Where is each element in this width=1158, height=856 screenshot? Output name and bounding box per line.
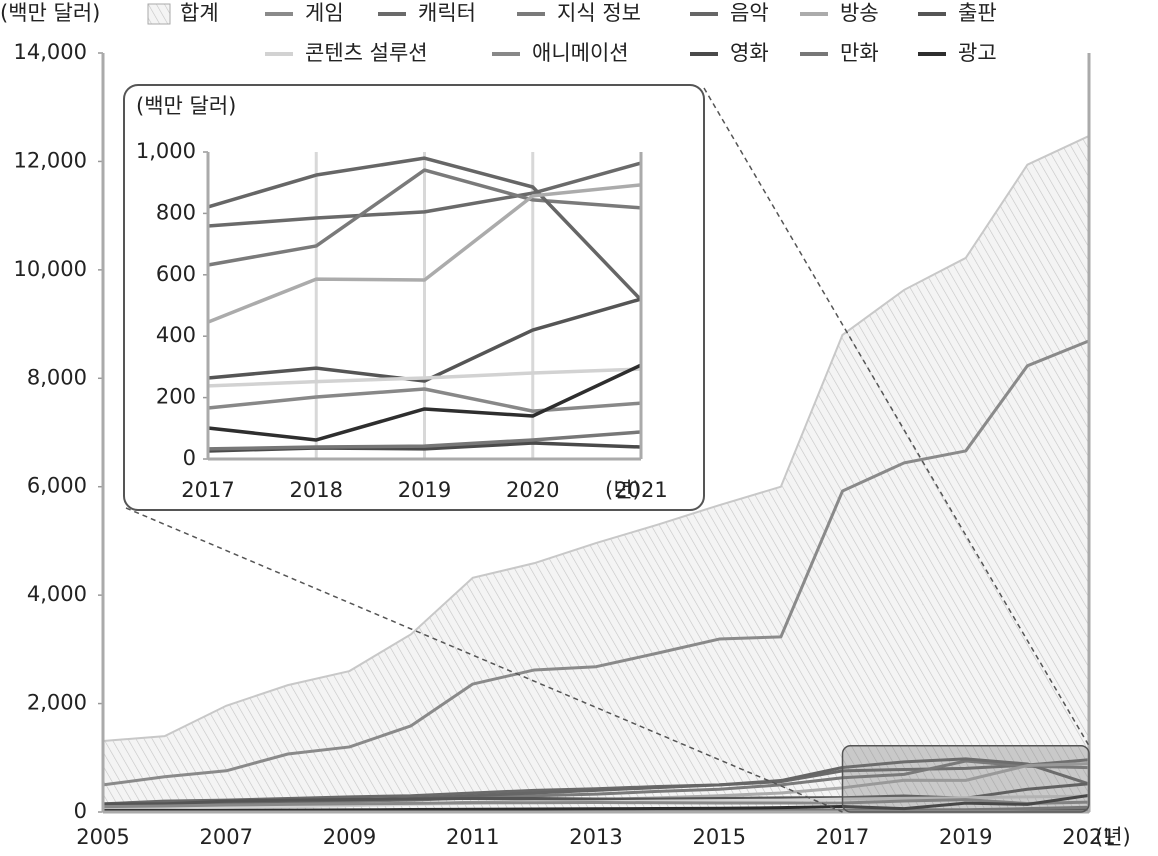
legend-label: 캐릭터 [418,1,476,25]
legend-label: 방송 [840,1,879,25]
y-axis-label: (백만 달러) [136,94,236,118]
x-tick-label: 2015 [693,825,746,849]
y-tick-label: 400 [156,323,196,347]
y-tick-label: 600 [156,262,196,286]
y-tick-label: 6,000 [27,474,87,498]
y-tick-label: 800 [156,200,196,224]
line [102,339,1090,787]
area [102,134,1090,813]
x-tick-label: 2020 [506,478,559,502]
line [207,168,642,267]
legend-label: 애니메이션 [532,41,629,65]
line [207,156,643,302]
legend-label: 음악 [730,1,769,25]
zoom-region [841,745,1090,813]
line [207,183,642,324]
line [207,363,642,442]
x-tick-label: 2009 [323,825,376,849]
line [207,387,642,413]
x-tick-label: 2005 [76,825,129,849]
x-tick-label: 2007 [200,825,253,849]
line [207,161,642,228]
x-tick-label: 2017 [816,825,869,849]
y-tick-label: 4,000 [27,582,87,606]
line [207,367,642,388]
y-tick-label: 12,000 [14,148,87,172]
x-tick-label: 2021 [1062,825,1115,849]
line [102,793,1090,813]
line [207,297,642,383]
connector [703,87,1090,747]
x-tick-label: 2019 [398,478,451,502]
x-tick-label: 2018 [290,478,343,502]
legend-label: 광고 [958,41,997,65]
y-tick-label: 0 [74,799,87,823]
y-tick-label: 1,000 [136,139,196,163]
connector [125,507,843,813]
x-tick-label: 2011 [446,825,499,849]
legend-label: 합계 [180,1,219,25]
legend-label: 영화 [730,41,769,65]
legend-label: 만화 [840,41,879,65]
y-tick-label: 200 [156,385,196,409]
x-tick-label: 2019 [939,825,992,849]
line [207,430,642,451]
y-tick-label: 8,000 [27,365,87,389]
y-tick-label: 2,000 [27,691,87,715]
x-tick-label: 2017 [181,478,234,502]
y-tick-label: 10,000 [14,257,87,281]
x-tick-label: 2013 [569,825,622,849]
y-tick-label: 0 [183,446,196,470]
legend-label: 콘텐츠 설루션 [305,41,428,65]
x-tick-label: 2021 [614,478,667,502]
legend-label: 게임 [305,1,344,25]
legend-swatch [147,3,171,25]
legend-label: 출판 [958,1,997,25]
line [102,798,1090,809]
x-axis-unit: (년) [1095,825,1131,849]
y-axis-label: (백만 달러) [0,1,100,25]
legend-label: 지식 정보 [557,1,641,25]
y-tick-label: 14,000 [14,40,87,64]
x-axis-unit: (년) [605,478,641,502]
